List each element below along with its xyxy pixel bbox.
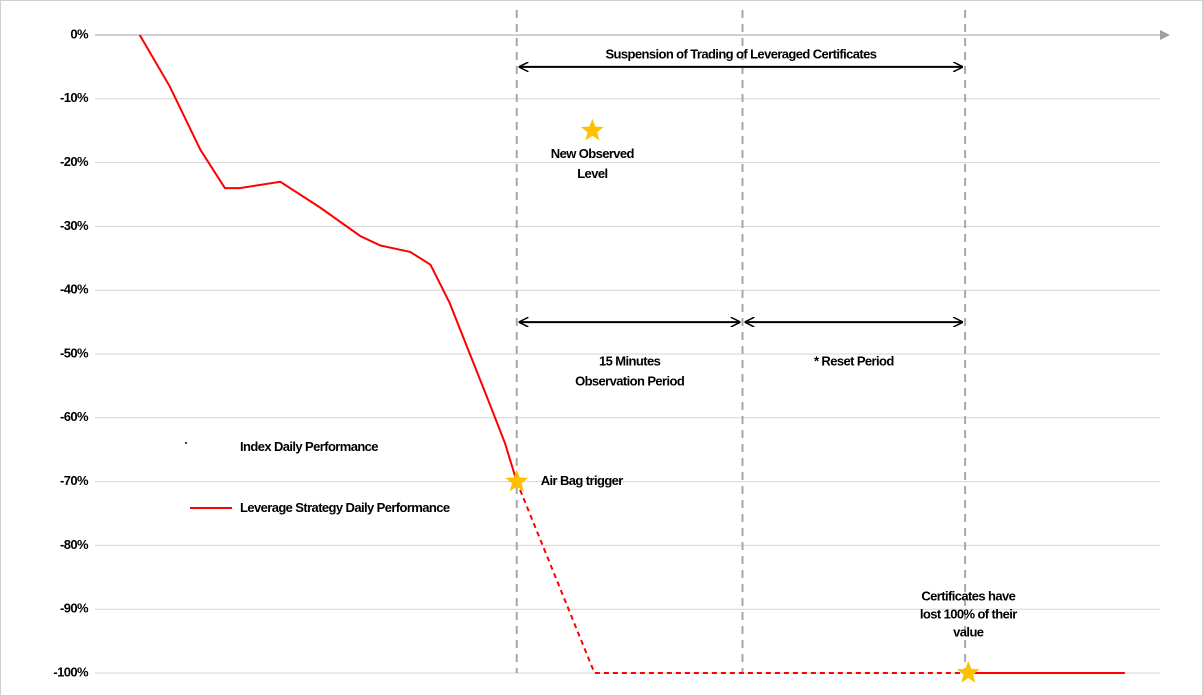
y-tick-label: -60% xyxy=(60,409,89,424)
axis-arrow xyxy=(1160,30,1170,40)
star-marker xyxy=(505,469,529,492)
range-label: Observation Period xyxy=(575,374,685,389)
marker-label: lost 100% of their xyxy=(920,606,1017,621)
range-label: 15 Minutes xyxy=(599,354,661,369)
legend-swatch xyxy=(185,442,187,444)
legend-label: Leverage Strategy Daily Performance xyxy=(240,500,450,515)
range-label: Suspension of Trading of Leveraged Certi… xyxy=(605,46,876,61)
y-tick-label: -30% xyxy=(60,218,89,233)
data-line xyxy=(138,34,1125,674)
marker-label: Air Bag trigger xyxy=(541,473,624,488)
y-tick-label: -70% xyxy=(60,473,89,488)
legend-label: Index Daily Performance xyxy=(240,439,379,454)
data-line xyxy=(515,481,966,674)
y-tick-label: -50% xyxy=(60,345,89,360)
marker-label: Certificates have xyxy=(921,588,1015,603)
y-tick-label: -40% xyxy=(60,282,89,297)
star-marker xyxy=(956,661,980,683)
y-tick-label: 0% xyxy=(70,26,89,41)
y-tick-label: -20% xyxy=(60,154,89,169)
marker-label: Level xyxy=(577,166,607,181)
y-tick-label: -80% xyxy=(60,537,89,552)
marker-label: New Observed xyxy=(551,146,635,161)
y-tick-label: -10% xyxy=(60,90,89,105)
star-marker xyxy=(580,118,604,141)
range-label: * Reset Period xyxy=(814,354,894,369)
y-tick-label: -100% xyxy=(53,664,89,679)
y-tick-label: -90% xyxy=(60,601,89,616)
marker-label: value xyxy=(953,624,984,639)
